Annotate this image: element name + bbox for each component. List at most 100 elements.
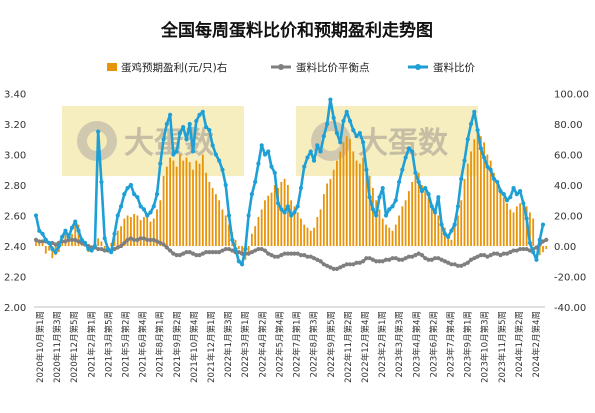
breakeven-point <box>292 251 297 256</box>
breakeven-point <box>442 259 447 264</box>
profit-bar <box>358 163 361 246</box>
legend-swatch-profit <box>107 63 117 71</box>
breakeven-point <box>203 250 209 255</box>
profit-bar <box>362 157 364 246</box>
breakeven-point <box>184 250 189 255</box>
profit-bar <box>493 172 495 246</box>
ratio-point <box>396 179 402 185</box>
ratio-point <box>112 231 117 236</box>
profit-bar <box>352 151 355 246</box>
breakeven-point <box>374 259 379 264</box>
legend-label-breakeven: 蛋料比价平衡点 <box>296 61 370 74</box>
profit-bar <box>470 151 472 246</box>
x-tick-label: 2021年6月第4周 <box>138 311 149 377</box>
profit-bar <box>77 224 80 246</box>
ratio-point <box>383 213 389 218</box>
legend-swatch-breakeven-dot <box>278 64 284 70</box>
profit-bar <box>241 246 243 256</box>
breakeven-point <box>514 248 519 253</box>
profit-bar <box>165 166 168 246</box>
profit-bar <box>152 218 155 246</box>
breakeven-point <box>279 253 284 258</box>
x-tick-label: 2021年8月第1周 <box>155 311 166 377</box>
x-tick-label: 2023年4月第4周 <box>411 311 422 377</box>
profit-bar <box>336 160 338 246</box>
ratio-point <box>226 213 232 218</box>
profit-bar <box>404 200 407 246</box>
breakeven-point <box>419 253 425 258</box>
breakeven-point <box>380 259 385 264</box>
x-tick-label: 2022年11月第2周 <box>343 311 354 383</box>
ratio-point <box>318 149 323 154</box>
svg-text:大蛋数: 大蛋数 <box>358 126 449 161</box>
ratio-point <box>344 109 349 114</box>
ratio-point <box>370 207 376 212</box>
ratio-point <box>292 210 297 215</box>
ratio-point <box>452 222 457 227</box>
profit-bar <box>388 227 391 246</box>
profit-bar <box>306 227 309 246</box>
x-tick-label: 2023年2月第1周 <box>377 311 388 377</box>
profit-bar <box>201 154 204 246</box>
ratio-point <box>154 192 160 197</box>
ratio-point <box>125 185 130 191</box>
ratio-point <box>79 237 84 242</box>
ratio-point <box>426 192 431 197</box>
profit-bar <box>309 230 312 246</box>
breakeven-point <box>338 265 343 270</box>
breakeven-point <box>282 251 287 256</box>
breakeven-point <box>406 254 411 259</box>
breakeven-point <box>197 253 202 258</box>
ratio-point <box>298 185 304 191</box>
profit-bar <box>113 236 116 246</box>
ratio-point <box>230 237 235 242</box>
breakeven-point <box>164 245 169 250</box>
breakeven-point <box>302 253 307 258</box>
profit-bar <box>506 203 508 246</box>
x-tick-label: 2024年1月第2周 <box>514 311 525 377</box>
profit-bar <box>120 226 122 246</box>
profit-bar <box>35 239 37 246</box>
breakeven-point <box>416 251 421 256</box>
profit-bar <box>421 185 423 246</box>
breakeven-point <box>361 259 366 264</box>
profit-bar <box>41 242 44 246</box>
breakeven-point <box>400 257 405 262</box>
breakeven-point <box>498 253 503 258</box>
right-tick-label: 40.00 <box>554 181 583 192</box>
breakeven-point <box>73 237 78 242</box>
ratio-point <box>406 146 411 151</box>
ratio-point <box>347 118 353 124</box>
ratio-point <box>285 204 290 209</box>
ratio-point <box>213 152 218 157</box>
ratio-point <box>289 213 294 218</box>
breakeven-point <box>465 260 470 265</box>
breakeven-point <box>518 246 523 252</box>
profit-bar <box>375 200 378 246</box>
ratio-point <box>485 164 490 169</box>
breakeven-point <box>423 256 428 261</box>
profit-bar <box>228 224 230 246</box>
profit-bar <box>179 154 181 246</box>
ratio-point <box>197 112 202 117</box>
breakeven-point <box>154 239 160 244</box>
breakeven-point <box>325 263 330 268</box>
profit-bar <box>149 221 152 246</box>
ratio-point <box>256 161 261 166</box>
profit-bar <box>67 238 70 247</box>
ratio-point <box>220 167 225 172</box>
ratio-point <box>455 204 461 209</box>
ratio-point <box>217 158 222 163</box>
ratio-point <box>364 167 369 172</box>
ratio-point <box>387 207 392 212</box>
ratio-point <box>46 240 52 246</box>
ratio-point <box>135 195 140 200</box>
ratio-point <box>380 185 385 191</box>
right-tick-label: 0.00 <box>554 242 576 253</box>
profit-bar <box>313 227 315 246</box>
left-axis-ticks: 2.00 2.20 2.40 2.60 2.80 3.00 3.20 3.40 <box>4 90 26 315</box>
x-tick-label: 2022年9月第5周 <box>326 311 337 377</box>
breakeven-point <box>354 260 359 265</box>
ratio-point <box>60 234 65 239</box>
